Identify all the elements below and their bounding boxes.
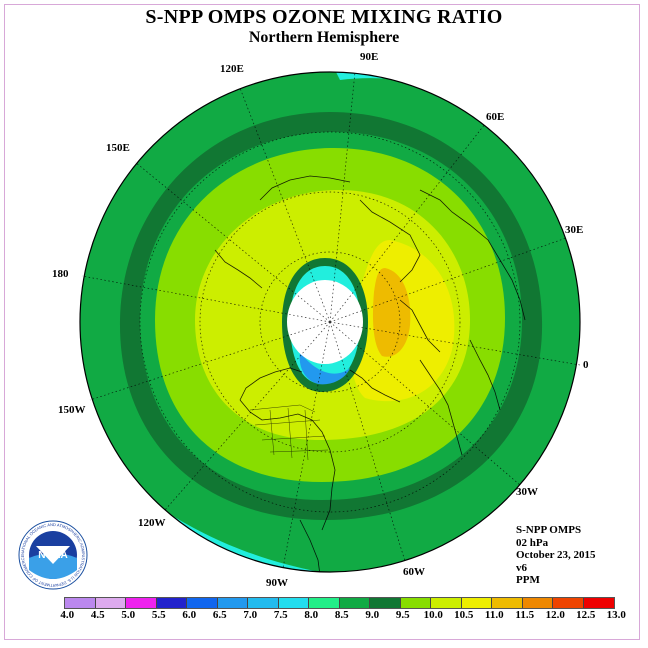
colorbar-swatch (278, 598, 309, 608)
colorbar-swatch (400, 598, 431, 608)
colorbar-swatch (156, 598, 187, 608)
colorbar-tick-label: 9.0 (365, 609, 380, 621)
map-boundary (79, 71, 581, 573)
colorbar-tick-label: 8.0 (304, 609, 319, 621)
info-block: S-NPP OMPS 02 hPa October 23, 2015 v6 PP… (516, 524, 596, 587)
colorbar-tick-label: 7.0 (243, 609, 258, 621)
logo-text: NOAA (38, 550, 67, 561)
colorbar-tick-label: 4.0 (60, 609, 75, 621)
lon-label-180: 180 (52, 268, 69, 280)
plot-frame (4, 4, 640, 640)
colorbar-swatch (370, 598, 401, 608)
plot-subtitle: Northern Hemisphere (248, 29, 400, 46)
field-polar-night (287, 280, 363, 364)
colorbar-swatch (461, 598, 492, 608)
colorbar-swatch (553, 598, 584, 608)
lon-label-90w: 90W (266, 577, 288, 589)
colorbar-swatch (95, 598, 126, 608)
info-version: v6 (516, 561, 527, 574)
colorbar-tick-label: 8.5 (334, 609, 349, 621)
colorbar-swatch (431, 598, 462, 608)
colorbar-tick-label: 4.5 (90, 609, 105, 621)
plot-title: S-NPP OMPS OZONE MIXING RATIO (145, 6, 503, 28)
info-level: 02 hPa (516, 536, 549, 549)
lon-label-150e: 150E (106, 142, 130, 154)
colorbar-swatch (187, 598, 218, 608)
colorbar-swatch (65, 598, 96, 608)
colorbar-tick-label: 13.0 (606, 609, 626, 621)
lon-label-120w: 120W (138, 517, 166, 529)
colorbar-swatch (309, 598, 340, 608)
noaa-logo: NOAA NATIONAL OCEANIC AND ATMOSPHERIC AD… (18, 520, 88, 590)
colorbar-tick-label: 11.0 (484, 609, 504, 621)
colorbar (64, 597, 615, 609)
colorbar-tick-label: 12.0 (545, 609, 565, 621)
lon-label-150w: 150W (58, 404, 86, 416)
colorbar-tick-label: 10.0 (423, 609, 443, 621)
colorbar-tick-label: 6.0 (182, 609, 197, 621)
graticule (81, 71, 581, 569)
lon-label-30w: 30W (516, 486, 538, 498)
colorbar-tick-label: 12.5 (576, 609, 596, 621)
colorbar-swatch (583, 598, 614, 608)
colorbar-swatch (492, 598, 523, 608)
lon-label-60w: 60W (403, 566, 425, 578)
info-date: October 23, 2015 (516, 549, 596, 561)
colorbar-tick-label: 11.5 (515, 609, 535, 621)
colorbar-swatch (248, 598, 279, 608)
lon-label-30e: 30E (565, 224, 584, 236)
field-orange-max (372, 268, 411, 357)
colorbar-tick-label: 6.5 (212, 609, 227, 621)
lon-label-0: 0 (583, 359, 589, 371)
colorbar-swatch (217, 598, 248, 608)
colorbar-ticks: 4.0 4.5 5.0 5.5 6.0 6.5 7.0 7.5 8.0 8.5 9.0 9.5 10.0… (52, 609, 632, 621)
lon-label-90e: 90E (360, 51, 379, 63)
info-instrument: S-NPP OMPS (516, 524, 582, 536)
colorbar-tick-label: 5.5 (151, 609, 166, 621)
info-units: PPM (516, 574, 540, 586)
colorbar-tick-label: 9.5 (395, 609, 410, 621)
field-vortex-blue (299, 352, 350, 385)
colorbar-tick-label: 5.0 (121, 609, 136, 621)
lon-label-120e: 120E (220, 63, 244, 75)
colorbar-swatch (126, 598, 157, 608)
colorbar-swatch (522, 598, 553, 608)
us-state-borders (249, 404, 329, 461)
colorbar-tick-label: 7.5 (273, 609, 288, 621)
coastlines (214, 175, 526, 572)
colorbar-tick-label: 10.5 (454, 609, 474, 621)
lon-label-60e: 60E (486, 111, 505, 123)
colorbar-swatch (339, 598, 370, 608)
